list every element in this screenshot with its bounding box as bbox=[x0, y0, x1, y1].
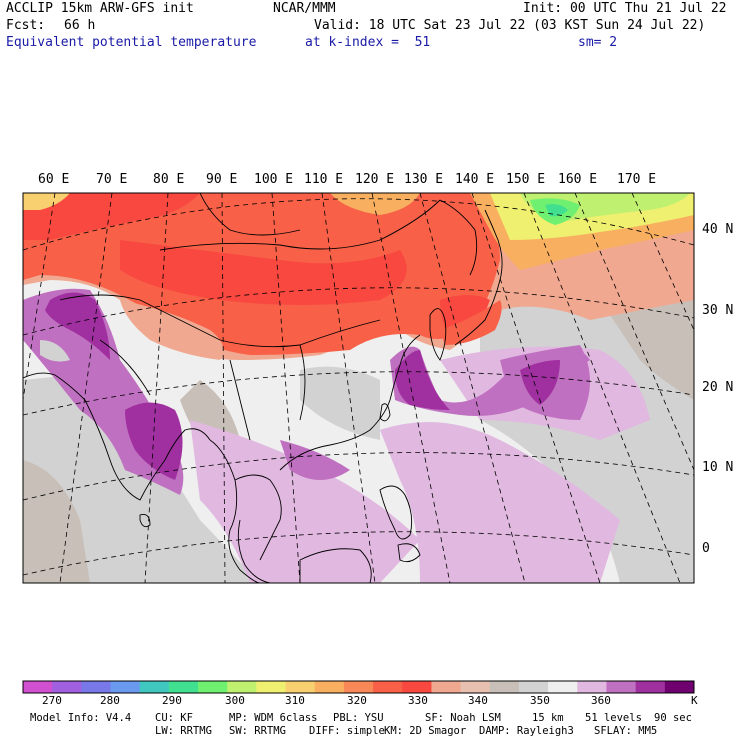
model-info-sf: SF: Noah LSM bbox=[425, 712, 501, 724]
lon-label: 110 E bbox=[304, 172, 344, 187]
lat-label: 30 N bbox=[702, 303, 734, 318]
model-info-timestep: 90 sec bbox=[654, 712, 692, 724]
model-info-sflay: SFLAY: MM5 bbox=[594, 725, 658, 737]
model-info-diff: DIFF: simple bbox=[309, 725, 385, 737]
colorbar-tick: 310 bbox=[285, 694, 305, 707]
model-info-damp: DAMP: Rayleigh3 bbox=[479, 725, 574, 737]
colorbar-swatch bbox=[577, 681, 607, 693]
coastlines bbox=[23, 193, 503, 583]
lon-label: 160 E bbox=[558, 172, 598, 187]
lat-label: 10 N bbox=[702, 460, 734, 475]
field-name: Equivalent potential temperature bbox=[6, 35, 257, 50]
level-index: at k-index = 51 bbox=[305, 35, 431, 50]
model-info-mp: MP: WDM 6class bbox=[229, 712, 318, 724]
lon-label: 60 E bbox=[38, 172, 70, 187]
colorbar-tick: 290 bbox=[162, 694, 182, 707]
model-info-lw: LW: RRTMG bbox=[155, 725, 212, 737]
colorbar-swatch bbox=[52, 681, 82, 693]
colorbar-unit: K bbox=[691, 694, 698, 707]
lon-label: 120 E bbox=[355, 172, 395, 187]
lon-label: 70 E bbox=[96, 172, 128, 187]
colorbar-swatch bbox=[664, 681, 695, 693]
lon-label: 100 E bbox=[254, 172, 294, 187]
colorbar-swatch bbox=[402, 681, 432, 693]
graticule bbox=[23, 193, 694, 583]
model-info-levels: 51 levels bbox=[585, 712, 642, 724]
colorbar-swatch bbox=[285, 681, 316, 693]
colorbar-swatch bbox=[110, 681, 141, 693]
colorbar-tick: 320 bbox=[347, 694, 367, 707]
model-title: ACCLIP 15km ARW-GFS init bbox=[6, 1, 194, 16]
org-label: NCAR/MMM bbox=[273, 1, 336, 16]
colorbar bbox=[22, 680, 695, 694]
colorbar-frame bbox=[22, 680, 695, 694]
colorbar-swatch bbox=[460, 681, 491, 693]
colorbar-tick: 350 bbox=[530, 694, 550, 707]
lon-label: 150 E bbox=[506, 172, 546, 187]
model-info-sw: SW: RRTMG bbox=[229, 725, 286, 737]
lon-label: 140 E bbox=[455, 172, 495, 187]
colorbar-swatch bbox=[635, 681, 666, 693]
lat-label: 40 N bbox=[702, 222, 734, 237]
colorbar-swatch bbox=[168, 681, 199, 693]
colorbar-swatch bbox=[606, 681, 637, 693]
colorbar-swatch bbox=[23, 681, 53, 693]
lat-label: 20 N bbox=[702, 380, 734, 395]
colorbar-swatch bbox=[81, 681, 112, 693]
lon-label: 80 E bbox=[153, 172, 185, 187]
colorbar-swatch bbox=[256, 681, 287, 693]
lon-label: 130 E bbox=[404, 172, 444, 187]
model-info-cu: CU: KF bbox=[155, 712, 193, 724]
lon-label: 170 E bbox=[617, 172, 657, 187]
model-info-km: KM: 2D Smagor bbox=[384, 725, 467, 737]
valid-time: Valid: 18 UTC Sat 23 Jul 22 (03 KST Sun … bbox=[314, 18, 706, 33]
colorbar-swatch bbox=[139, 681, 170, 693]
lat-label: 0 bbox=[702, 541, 710, 556]
smoothing: sm= 2 bbox=[578, 35, 618, 50]
colorbar-swatch bbox=[373, 681, 403, 693]
forecast-label: Fcst: bbox=[6, 18, 46, 33]
colorbar-tick: 360 bbox=[591, 694, 611, 707]
model-info-resolution: 15 km bbox=[532, 712, 564, 724]
model-info-pbl: PBL: YSU bbox=[333, 712, 384, 724]
field-shading bbox=[23, 193, 694, 583]
colorbar-swatch bbox=[431, 681, 462, 693]
init-time: Init: 00 UTC Thu 21 Jul 22 bbox=[523, 1, 727, 16]
colorbar-tick: 300 bbox=[225, 694, 245, 707]
model-info-version: Model Info: V4.4 bbox=[30, 712, 132, 724]
colorbar-swatch bbox=[489, 681, 520, 693]
colorbar-swatch bbox=[518, 681, 549, 693]
colorbar-tick: 340 bbox=[468, 694, 488, 707]
colorbar-swatch bbox=[227, 681, 257, 693]
colorbar-swatch bbox=[314, 681, 345, 693]
colorbar-tick: 270 bbox=[42, 694, 62, 707]
forecast-hours: 66 h bbox=[64, 18, 96, 33]
colorbar-swatch bbox=[343, 681, 374, 693]
map-frame bbox=[22, 192, 695, 584]
lon-label: 90 E bbox=[206, 172, 238, 187]
colorbar-tick: 330 bbox=[408, 694, 428, 707]
colorbar-swatch bbox=[198, 681, 228, 693]
colorbar-swatch bbox=[548, 681, 578, 693]
colorbar-tick: 280 bbox=[100, 694, 120, 707]
